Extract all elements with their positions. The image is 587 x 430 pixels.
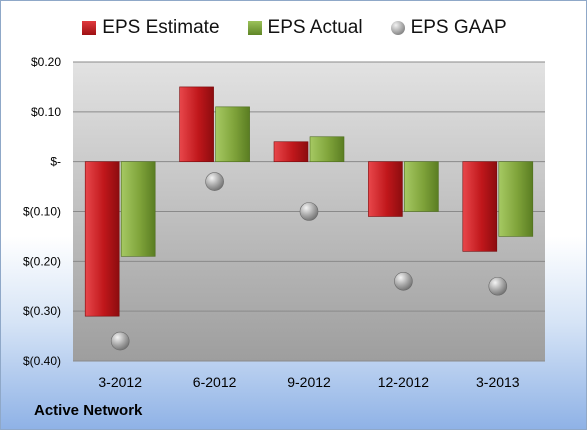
marker-eps-gaap	[110, 331, 130, 351]
bar-eps-estimate	[368, 161, 403, 217]
x-tick-label: 9-2012	[287, 374, 331, 390]
bar-eps-actual	[498, 161, 534, 237]
legend-label-eps-gaap: EPS GAAP	[410, 17, 507, 38]
bar-eps-estimate	[273, 141, 309, 162]
y-tick-label: $(0.30)	[23, 304, 61, 318]
marker-eps-gaap	[488, 276, 508, 296]
legend-swatch-eps-actual	[247, 21, 262, 35]
bar-eps-actual	[120, 161, 156, 257]
marker-eps-gaap	[205, 172, 224, 191]
bar-eps-estimate	[462, 161, 498, 252]
y-tick-label: $-	[50, 155, 61, 169]
marker-eps-gaap	[299, 202, 319, 221]
legend-label-eps-estimate: EPS Estimate	[102, 17, 220, 38]
bar-eps-estimate	[84, 161, 120, 317]
bar-eps-actual	[309, 136, 345, 162]
y-tick-label: $(0.40)	[23, 354, 61, 368]
bar-eps-actual	[215, 106, 250, 162]
legend-item-eps-estimate: EPS Estimate	[82, 17, 220, 39]
legend-item-eps-actual: EPS Actual	[247, 17, 363, 39]
y-tick-label: $0.10	[31, 105, 61, 119]
y-tick-label: $0.20	[31, 55, 61, 69]
x-tick-label: 12-2012	[378, 374, 430, 390]
legend: EPS Estimate EPS Actual EPS GAAP	[1, 17, 586, 39]
x-tick-label: 3-2013	[476, 374, 520, 390]
legend-swatch-eps-estimate	[82, 21, 97, 35]
company-label: Active Network	[34, 402, 143, 419]
marker-eps-gaap	[394, 271, 413, 291]
y-tick-label: $(0.10)	[23, 205, 61, 219]
legend-label-eps-actual: EPS Actual	[267, 17, 363, 38]
y-tick-label: $(0.20)	[23, 254, 61, 268]
legend-swatch-eps-gaap	[390, 21, 405, 35]
x-tick-label: 6-2012	[193, 374, 237, 390]
bar-eps-actual	[404, 161, 439, 212]
bar-eps-estimate	[179, 86, 214, 162]
x-tick-label: 3-2012	[98, 374, 142, 390]
legend-item-eps-gaap: EPS GAAP	[390, 17, 507, 39]
